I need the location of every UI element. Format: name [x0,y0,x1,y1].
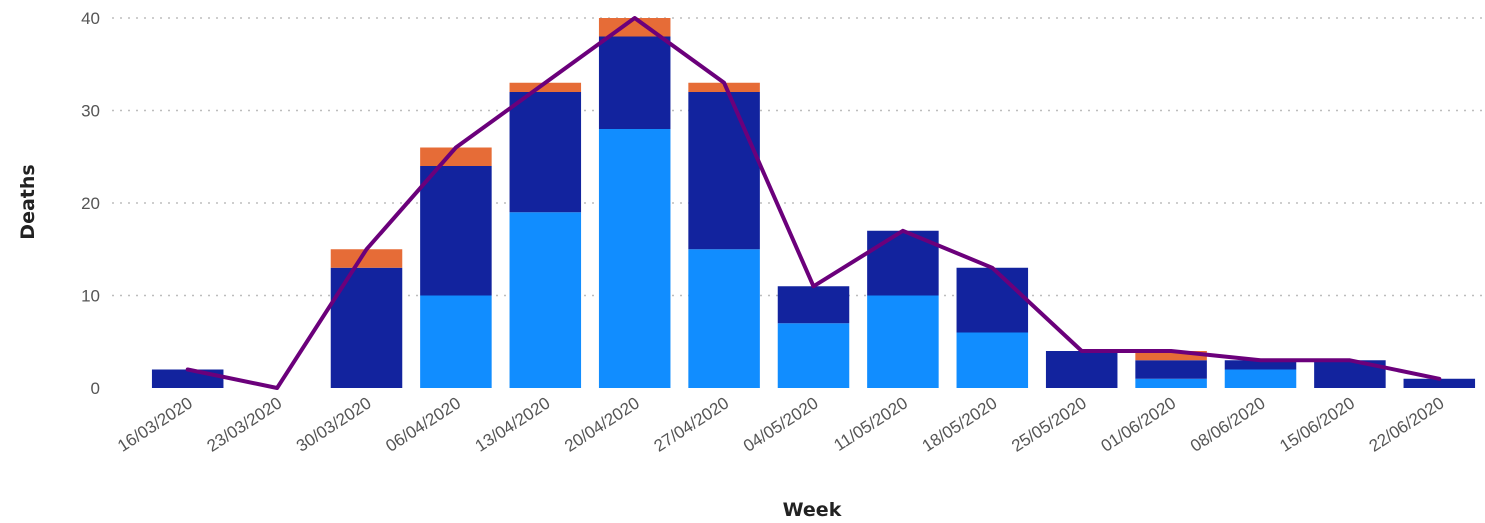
x-tick-label: 15/06/2020 [1276,393,1358,455]
y-axis-tick-labels: 0 10 20 30 40 [81,9,100,398]
x-tick-label: 18/05/2020 [919,393,1001,455]
bar-segment [777,286,850,324]
total-line [185,16,1442,390]
bar-segment [1403,378,1476,388]
x-tick-label: 06/04/2020 [382,393,464,455]
y-tick-label: 10 [81,287,100,306]
bar-segment [956,332,1029,388]
bar-segment [420,166,492,296]
bar-segment [1224,369,1297,388]
x-tick-label: 23/03/2020 [204,393,286,455]
x-tick-label: 11/05/2020 [830,393,911,455]
bar-segment [509,212,582,388]
bar-segment [688,249,760,388]
x-tick-label: 13/04/2020 [472,393,554,455]
bar-segment [509,92,582,213]
x-tick-label: 04/05/2020 [740,393,822,455]
x-tick-label: 22/06/2020 [1366,393,1448,455]
bar-segment [688,92,760,250]
bar-segment [867,295,939,388]
y-tick-label: 40 [81,9,100,28]
bar-segment [420,295,492,388]
bar-segment [330,249,403,268]
x-tick-label: 27/04/2020 [651,393,733,455]
x-tick-label: 16/03/2020 [114,393,196,455]
bar-segment [151,369,224,388]
bar-segment [1045,351,1118,388]
x-tick-label: 08/06/2020 [1187,393,1269,455]
y-axis-title: Deaths [17,164,39,239]
bar-segment [1135,378,1207,388]
y-tick-label: 30 [81,102,100,121]
y-tick-label: 20 [81,194,100,213]
bar-segment [1135,360,1207,379]
bar-segment [598,129,671,388]
x-tick-label: 25/05/2020 [1008,393,1090,455]
bar-segment [1224,360,1297,370]
x-axis-tick-labels: 16/03/2020 23/03/2020 30/03/2020 06/04/2020… [114,393,1447,455]
bar-segment [956,267,1029,333]
x-tick-label: 01/06/2020 [1098,393,1180,455]
bar-segment [1135,351,1207,361]
bar-segment [598,36,671,129]
bar-segment [420,147,492,166]
y-tick-label: 0 [91,379,100,398]
x-tick-label: 20/04/2020 [561,393,643,455]
x-tick-label: 30/03/2020 [293,393,375,455]
bar-segment [777,323,850,388]
bar-segment [509,82,582,92]
x-axis-title: Week [783,499,842,521]
stacked-bars [151,18,1476,388]
